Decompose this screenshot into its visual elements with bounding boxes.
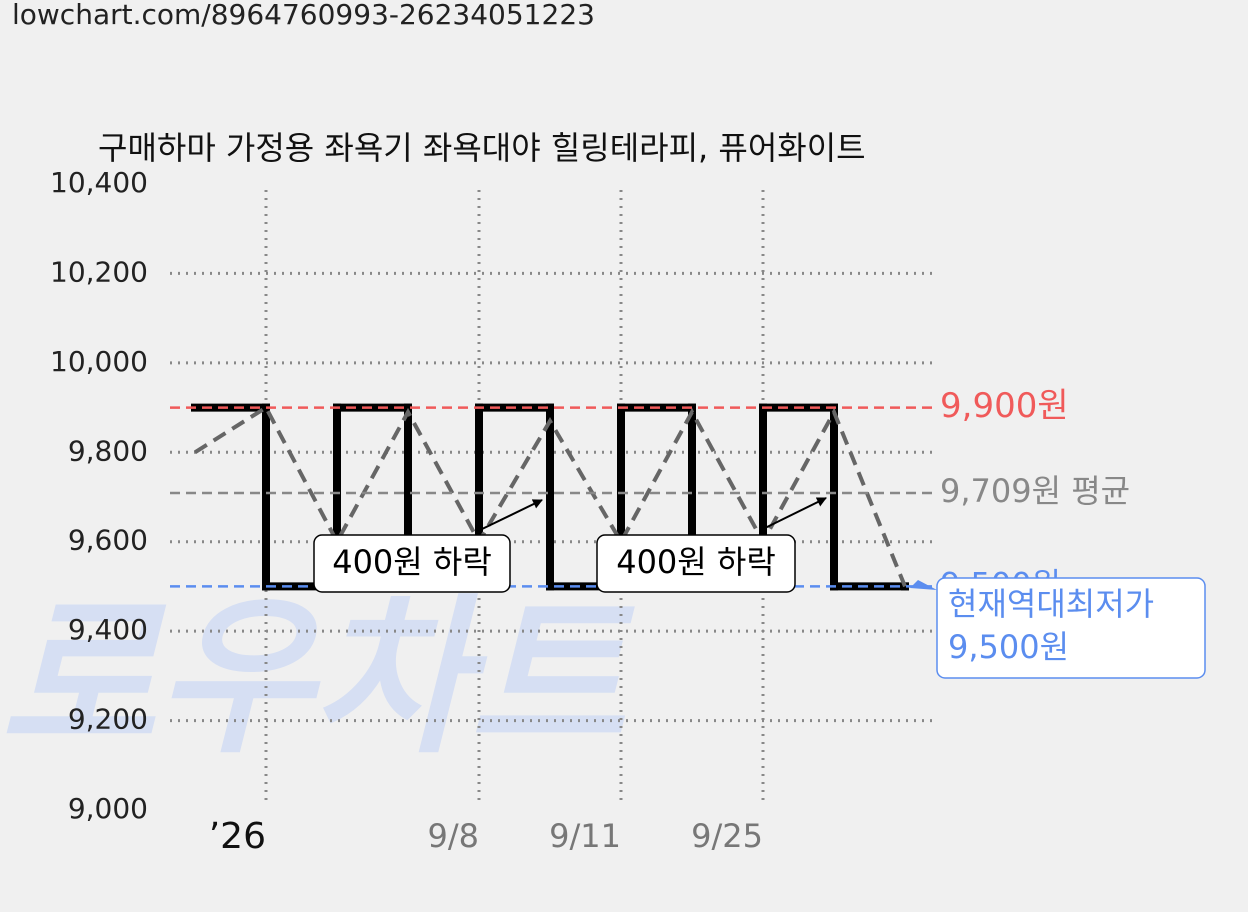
annotation-box — [596, 534, 796, 593]
callout-box — [936, 577, 1206, 679]
y-tick-label: 9,000 — [68, 792, 148, 825]
x-tick-label: 9/11 — [549, 817, 621, 855]
y-tick-label: 9,600 — [68, 524, 148, 557]
reference-label: 9,900원 — [940, 386, 1069, 426]
callout-pointer — [910, 580, 937, 590]
y-tick-label: 9,400 — [68, 613, 148, 646]
source-url: lowchart.com/8964760993-26234051223 — [12, 0, 595, 31]
x-tick-label: 9/25 — [691, 817, 763, 855]
annotation-arrow — [479, 499, 543, 531]
dashed-line — [193, 404, 907, 588]
x-tick-label: ’26 — [209, 816, 266, 857]
annotation-arrow — [764, 497, 827, 529]
x-tick-label: 9/8 — [428, 817, 480, 855]
annotation-text: 400원 하락 — [332, 543, 492, 581]
callout-text: 현재역대최저가 — [948, 585, 1154, 623]
chart-title: 구매하마 가정용 좌욕기 좌욕대야 힐링테라피, 퓨어화이트 — [98, 129, 866, 167]
reference-label: 9,709원 평균 — [940, 472, 1130, 510]
y-tick-label: 9,800 — [68, 434, 148, 467]
y-tick-label: 10,000 — [50, 345, 148, 378]
y-tick-label: 9,200 — [68, 703, 148, 736]
y-tick-label: 10,200 — [50, 255, 148, 288]
annotation-box — [313, 534, 511, 593]
annotation-text: 400원 하락 — [616, 543, 776, 581]
watermark: 로우차트 — [0, 579, 635, 777]
callout-text: 9,500원 — [948, 628, 1069, 666]
y-tick-label: 10,400 — [50, 166, 148, 199]
